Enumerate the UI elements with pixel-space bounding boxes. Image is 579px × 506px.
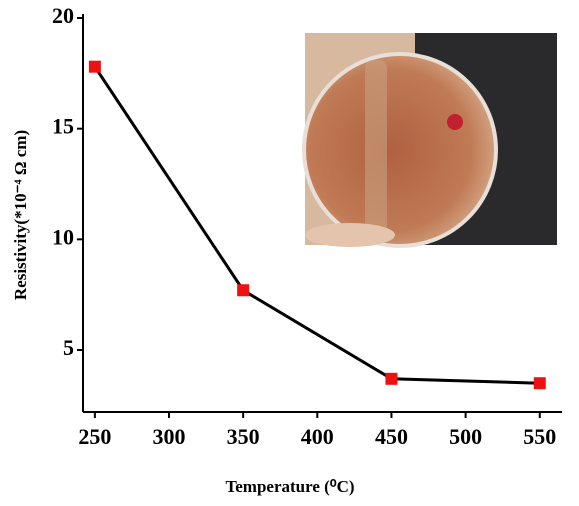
y-tick-label: 20 [52, 3, 74, 28]
x-tick-label: 450 [375, 424, 408, 449]
x-tick-label: 550 [523, 424, 556, 449]
x-tick-label: 300 [153, 424, 186, 449]
x-tick-label: 500 [449, 424, 482, 449]
x-tick-label: 350 [227, 424, 260, 449]
data-point [533, 377, 546, 390]
x-axis-label: Temperature (⁰C) [225, 477, 354, 496]
y-tick-label: 15 [52, 114, 74, 139]
data-point [88, 60, 101, 73]
data-line [93, 65, 540, 385]
y-tick-label: 5 [63, 335, 74, 360]
y-axis-label: Resistivity(*10⁻⁴ Ω cm) [11, 130, 30, 300]
y-tick-label: 10 [52, 224, 74, 249]
x-tick-label: 250 [78, 424, 111, 449]
data-point [237, 284, 250, 297]
x-tick-label: 400 [301, 424, 334, 449]
inset-photo [302, 33, 557, 248]
data-point [385, 372, 398, 385]
